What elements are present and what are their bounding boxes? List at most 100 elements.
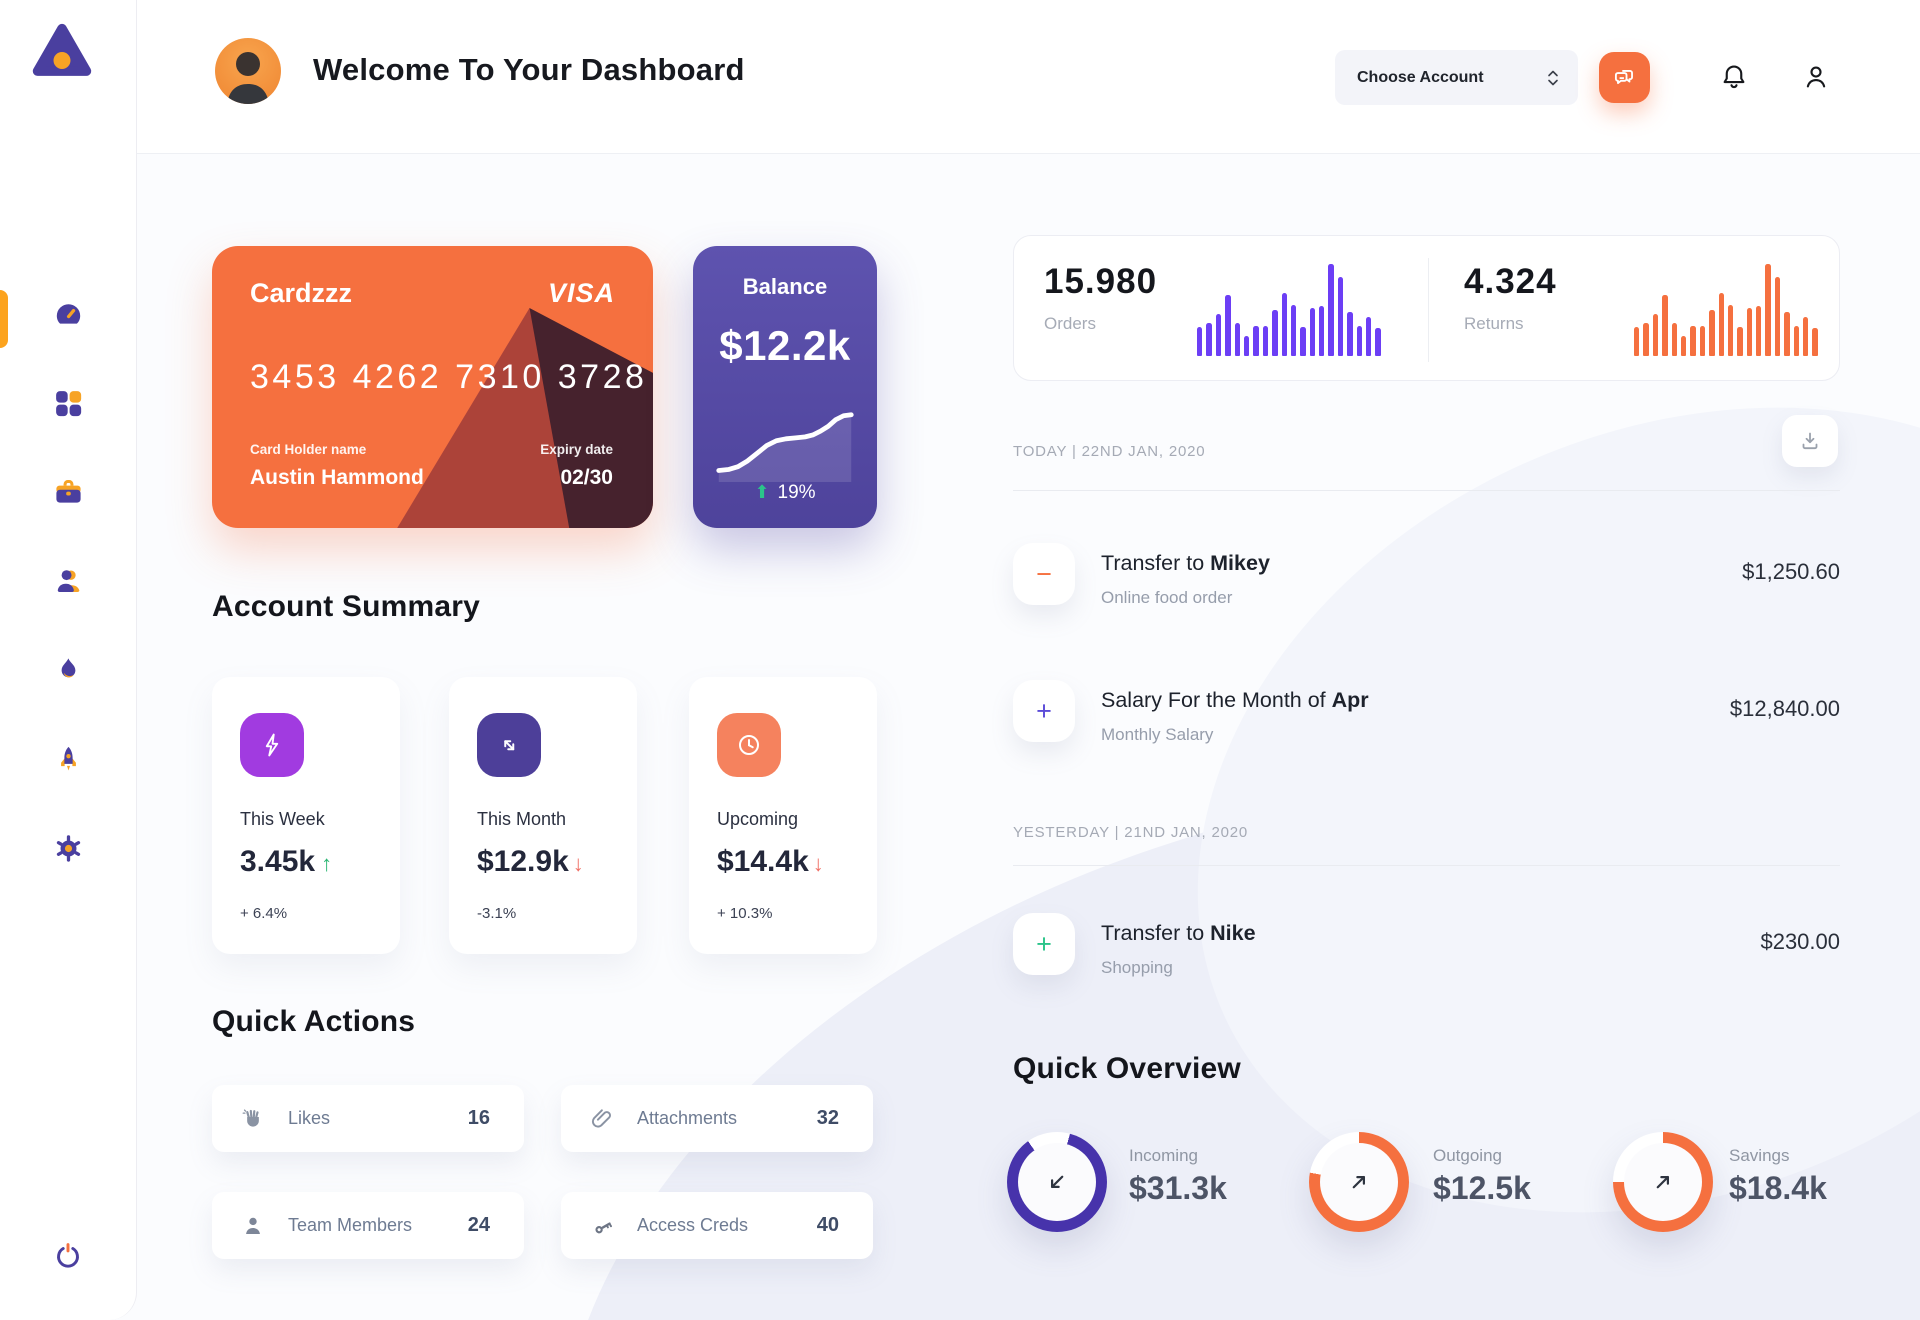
user-avatar[interactable] — [215, 38, 281, 104]
divider — [1013, 865, 1840, 866]
summary-value: $12.9k ↓ — [477, 845, 584, 878]
summary-change: + 10.3% — [717, 905, 773, 922]
sidebar-item-work[interactable] — [52, 476, 85, 509]
sidebar — [0, 0, 137, 1320]
plus-icon: + — [1013, 680, 1075, 742]
divider — [1013, 490, 1840, 491]
summary-card-upcoming: Upcoming $14.4k ↓ + 10.3% — [689, 677, 877, 954]
card-number: 3453 4262 7310 3728 — [250, 358, 648, 396]
user-icon — [57, 570, 79, 592]
summary-change: + 6.4% — [240, 905, 288, 922]
orders-bar-chart — [1197, 264, 1387, 356]
card-name: Cardzzz — [250, 278, 353, 308]
transaction-row[interactable]: + Transfer to Nike Shopping $230.00 — [1013, 913, 1840, 983]
key-icon — [595, 1221, 613, 1233]
quick-action-count: 16 — [467, 1107, 490, 1129]
account-selector[interactable]: Choose Account — [1335, 50, 1578, 105]
savings-value: $18.4k — [1729, 1170, 1827, 1206]
paperclip-icon — [591, 1108, 611, 1128]
orders-value: 15.980 — [1044, 262, 1158, 301]
quick-action-count: 40 — [816, 1214, 839, 1236]
sidebar-item-launch[interactable] — [52, 743, 85, 776]
logout-button[interactable] — [52, 1240, 84, 1272]
app-logo — [28, 18, 96, 86]
account-summary-title: Account Summary — [212, 590, 481, 623]
balance-label: Balance — [742, 274, 828, 299]
sidebar-item-settings[interactable] — [52, 832, 85, 865]
download-button[interactable] — [1782, 415, 1838, 467]
sidebar-active-indicator — [0, 290, 8, 348]
orders-returns-panel: 15.980 Orders 4.324 Returns — [1013, 235, 1840, 381]
quick-actions-title: Quick Actions — [212, 1005, 416, 1038]
person-icon — [1806, 66, 1826, 88]
page-title: Welcome To Your Dashboard — [313, 52, 745, 87]
transaction-row[interactable]: + Salary For the Month of Apr Monthly Sa… — [1013, 680, 1840, 750]
sidebar-item-activity[interactable] — [52, 654, 85, 687]
messages-button[interactable] — [1599, 52, 1650, 103]
transaction-subtitle: Shopping — [1101, 958, 1173, 977]
credit-card: Cardzzz VISA 3453 4262 7310 3728 Card Ho… — [212, 246, 653, 528]
summary-label: This Week — [240, 809, 325, 829]
balance-value: $12.2k — [719, 322, 851, 369]
returns-value: 4.324 — [1464, 262, 1557, 301]
chat-icon — [1614, 69, 1633, 84]
summary-change: -3.1% — [477, 905, 517, 922]
transaction-amount: $1,250.60 — [1742, 559, 1840, 584]
profile-button[interactable] — [1801, 62, 1831, 92]
summary-value: $14.4k ↓ — [717, 845, 824, 878]
flame-icon — [61, 658, 75, 678]
gear-icon — [56, 835, 80, 862]
sidebar-item-dashboard[interactable] — [52, 298, 85, 331]
quick-action-attachments[interactable]: Attachments 32 — [561, 1085, 873, 1152]
person-icon — [246, 1217, 260, 1234]
balance-change: ⬆ 19% — [754, 482, 816, 503]
quick-overview-title: Quick Overview — [1013, 1052, 1241, 1085]
summary-label: This Month — [477, 809, 567, 829]
diagonal-arrows-icon — [477, 713, 541, 777]
quick-action-access-creds[interactable]: Access Creds 40 — [561, 1192, 873, 1259]
card-expiry-date: 02/30 — [560, 466, 613, 489]
arrow-down-left-icon — [1050, 1175, 1064, 1189]
quick-action-label: Likes — [288, 1108, 331, 1128]
summary-card-this-month: This Month $12.9k ↓ -3.1% — [449, 677, 637, 954]
transaction-title: Transfer to Nike — [1101, 921, 1256, 945]
bell-icon — [1723, 65, 1745, 89]
transaction-title: Transfer to Mikey — [1101, 551, 1270, 575]
clap-icon — [242, 1108, 259, 1127]
transaction-subtitle: Online food order — [1101, 588, 1233, 607]
plus-icon: + — [1013, 913, 1075, 975]
power-icon — [57, 1243, 79, 1268]
transaction-amount: $12,840.00 — [1729, 696, 1840, 721]
balance-sparkline — [716, 412, 854, 482]
summary-label: Upcoming — [717, 809, 799, 829]
returns-label: Returns — [1464, 314, 1524, 333]
transaction-title: Salary For the Month of Apr — [1101, 688, 1369, 712]
quick-action-count: 32 — [816, 1107, 839, 1129]
trend-up-icon: ↑ — [321, 851, 333, 876]
quick-action-label: Team Members — [288, 1215, 413, 1235]
summary-value: 3.45k ↑ — [240, 845, 333, 878]
savings-ring-gauge — [1613, 1132, 1713, 1232]
clock-icon — [717, 713, 781, 777]
incoming-value: $31.3k — [1129, 1170, 1227, 1206]
briefcase-icon — [55, 479, 81, 503]
transaction-subtitle: Monthly Salary — [1101, 725, 1214, 744]
incoming-ring-gauge — [1007, 1132, 1107, 1232]
sidebar-item-users[interactable] — [52, 565, 85, 598]
minus-icon: − — [1013, 543, 1075, 605]
sidebar-item-apps[interactable] — [52, 387, 85, 420]
header: Welcome To Your Dashboard Choose Account — [137, 0, 1920, 154]
transaction-row[interactable]: − Transfer to Mikey Online food order $1… — [1013, 543, 1840, 613]
quick-action-likes[interactable]: Likes 16 — [212, 1085, 524, 1152]
quick-action-label: Access Creds — [637, 1215, 749, 1235]
arrow-up-right-icon — [1656, 1175, 1670, 1189]
balance-card: Balance $12.2k ⬆ 19% — [693, 246, 877, 528]
up-arrow-icon: ⬆ — [754, 482, 770, 502]
quick-action-team-members[interactable]: Team Members 24 — [212, 1192, 524, 1259]
notifications-button[interactable] — [1719, 62, 1749, 92]
outgoing-label: Outgoing — [1433, 1146, 1502, 1165]
quick-action-count: 24 — [467, 1214, 490, 1236]
grid-icon — [55, 391, 81, 417]
visa-logo: VISA — [547, 278, 615, 308]
